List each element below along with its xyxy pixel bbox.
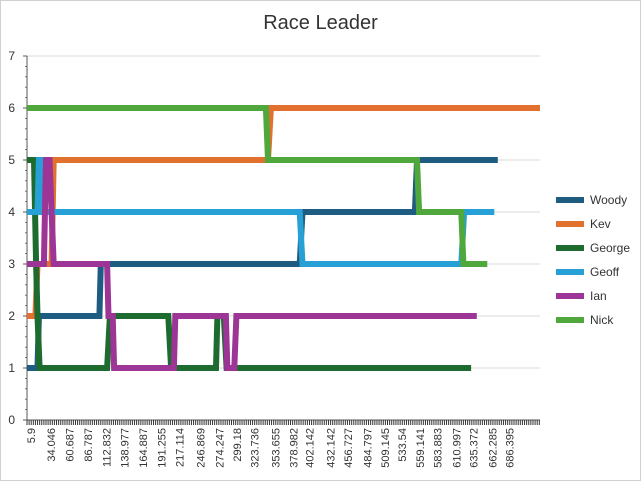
y-tick-label: 2	[8, 309, 15, 323]
chart-title: Race Leader	[263, 12, 378, 34]
x-tick-label: 34.046	[46, 428, 58, 462]
x-tick-label: 138.977	[120, 428, 132, 468]
x-tick-label: 635.372	[469, 428, 481, 468]
legend-item-george: George	[556, 241, 630, 255]
x-tick-label: 86.787	[83, 428, 95, 462]
axes: 0 1 2 3 4 5 6 7 5.9 34.046 60.687 86.787 112.832 138.…	[8, 49, 540, 468]
legend-item-nick: Nick	[556, 313, 614, 327]
x-tick-label: 533.54	[397, 428, 409, 462]
legend-label: Woody	[590, 193, 627, 207]
x-tick-label: 432.142	[326, 428, 338, 468]
x-tick-label: 402.142	[305, 428, 317, 468]
y-tick-label: 4	[8, 205, 15, 219]
x-tick-label: 583.883	[432, 428, 444, 468]
legend-label: Geoff	[590, 265, 620, 279]
x-tick-label: 164.887	[138, 428, 150, 468]
x-tick-label: 686.395	[504, 428, 516, 468]
x-tick-label: 191.255	[156, 428, 168, 468]
x-tick-label: 217.114	[175, 428, 187, 467]
legend-label: George	[590, 241, 630, 255]
x-tick-label: 274.247	[215, 428, 227, 468]
series-line-nick	[27, 105, 488, 267]
series-lines	[27, 105, 540, 371]
y-tick-label: 6	[8, 101, 15, 115]
x-tick-label: 662.285	[487, 428, 499, 468]
legend-item-geoff: Geoff	[556, 265, 620, 279]
x-tick-label: 456.727	[343, 428, 355, 468]
x-tick-label: 5.9	[26, 428, 38, 443]
x-tick-label: 323.736	[250, 428, 262, 468]
x-tick-label: 610.997	[451, 428, 463, 468]
x-tick-label: 299.18	[232, 428, 244, 462]
x-tick-label: 112.832	[101, 428, 113, 467]
x-tick-label: 378.982	[288, 428, 300, 468]
series-line-ian	[27, 157, 477, 371]
x-tick-label: 246.869	[195, 428, 207, 468]
legend-item-woody: Woody	[556, 193, 627, 207]
x-tick-label: 60.687	[65, 428, 77, 462]
legend-label: Kev	[590, 217, 611, 231]
x-tick-label: 353.655	[271, 428, 283, 468]
legend-item-ian: Ian	[556, 289, 607, 303]
y-tick-label: 5	[8, 153, 15, 167]
legend-item-kev: Kev	[556, 217, 611, 231]
y-tick-label: 7	[8, 49, 15, 63]
y-tick-label: 3	[8, 257, 15, 271]
x-tick-label: 484.797	[363, 428, 375, 468]
legend: Woody Kev George Geoff Ian Nick	[556, 193, 630, 327]
x-tick-label: 509.145	[380, 428, 392, 468]
y-tick-label: 0	[8, 413, 15, 427]
legend-label: Ian	[590, 289, 607, 303]
y-tick-label: 1	[8, 361, 15, 375]
legend-label: Nick	[590, 313, 614, 327]
x-tick-label: 559.141	[415, 428, 427, 468]
